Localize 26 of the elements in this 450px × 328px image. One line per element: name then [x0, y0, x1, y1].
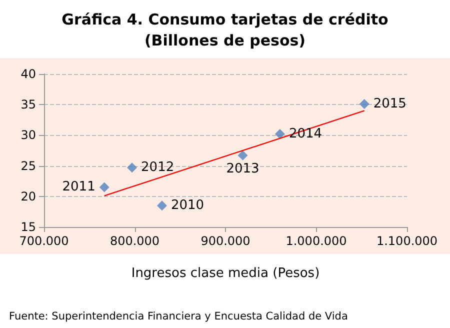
point: [359, 98, 370, 109]
annotation: 2010: [170, 198, 204, 214]
chart-title: Gráfica 4. Consumo tarjetas de crédito (Billones de pesos): [62, 10, 388, 50]
y-tick-label: 15: [20, 220, 36, 234]
y-tick-label: 40: [20, 67, 36, 81]
source-note: Fuente: Superintendencia Financiera y Encuesta Calidad de Vida: [9, 310, 348, 322]
annotation: 2011: [62, 180, 96, 195]
y-tick-label: 20: [20, 189, 36, 204]
y-tick-label: 35: [20, 98, 36, 112]
x-tick-label: 900.000: [200, 234, 250, 248]
x-axis-title: Ingresos clase media (Pesos): [131, 266, 320, 281]
point: [274, 128, 285, 139]
point: [99, 182, 110, 192]
x-tick-label: 700.000: [19, 234, 69, 248]
annotation: 2014: [288, 126, 322, 142]
point: [238, 150, 248, 160]
annotation: 2012: [141, 160, 174, 176]
annotation: 2013: [226, 161, 260, 176]
annotation: 2015: [373, 96, 406, 112]
point: [127, 162, 138, 173]
y-tick-label: 25: [20, 158, 36, 173]
x-tick-label: 1.000.000: [286, 234, 347, 248]
x-tick-label: 1.100.000: [376, 234, 438, 248]
x-tick-label: 800.000: [110, 234, 160, 248]
point: [156, 200, 167, 211]
y-tick-label: 30: [20, 128, 36, 142]
